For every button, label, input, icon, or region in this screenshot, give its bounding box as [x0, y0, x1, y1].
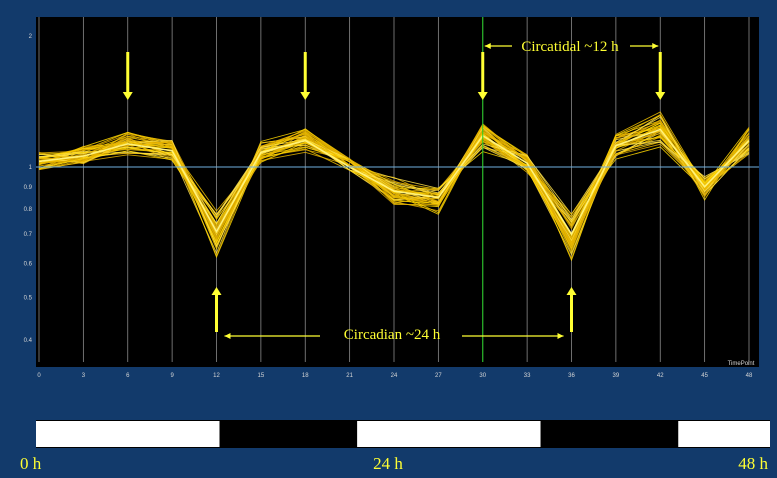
profile-line [38, 136, 750, 231]
light-dark-bar [36, 420, 770, 448]
x-tick-label: 18 [302, 373, 309, 379]
x-tick-label: 27 [435, 373, 442, 379]
y-tick-label: 0.5 [24, 296, 33, 302]
y-tick-label: 2 [29, 34, 33, 40]
x-tick-label: 33 [524, 373, 531, 379]
dark-phase-segment [540, 421, 679, 447]
y-tick-label: 0.6 [24, 261, 33, 267]
y-tick-label: 0.7 [24, 232, 33, 238]
y-tick-label: 0.8 [24, 207, 33, 213]
x-tick-label: 3 [82, 373, 86, 379]
x-tick-label: 39 [613, 373, 620, 379]
x-axis-ticks: 0 3 6 9 12 15 18 21 24 27 30 33 36 39 42 45 48 [37, 373, 753, 379]
span-arrow-head [484, 43, 491, 49]
x-tick-label: 21 [346, 373, 353, 379]
down-arrow-head [477, 92, 488, 100]
span-arrow-head [557, 333, 564, 339]
y-tick-label: 1 [29, 165, 33, 171]
mean-profile-line [38, 128, 750, 236]
span-arrow-head [224, 333, 231, 339]
profile-line [38, 124, 750, 250]
down-arrow-head [122, 92, 133, 100]
profile-line [38, 119, 750, 248]
x-tick-label: 24 [391, 373, 398, 379]
circadian-label: Circadian ~24 h [344, 327, 441, 343]
dark-phase-segment [219, 421, 358, 447]
profile-line [38, 127, 750, 244]
x-tick-label: 0 [37, 373, 41, 379]
expression-profiles [38, 111, 750, 262]
light-phase-segment [357, 421, 541, 447]
circatidal-label: Circatidal ~12 h [521, 39, 619, 55]
light-phase-segment [678, 421, 770, 447]
x-tick-label: 45 [701, 373, 708, 379]
light-phase-segment [36, 421, 220, 447]
x-tick-label: 42 [657, 373, 664, 379]
y-axis-ticks: 2 1 0.9 0.8 0.7 0.6 0.5 0.4 [24, 34, 33, 344]
up-arrow-head [211, 287, 222, 295]
hour-label-end: 48 h [738, 454, 768, 473]
x-tick-label: 15 [258, 373, 265, 379]
y-tick-label: 0.4 [24, 338, 33, 344]
x-tick-label: 12 [213, 373, 220, 379]
down-arrow-head [300, 92, 311, 100]
profile-line [38, 111, 750, 245]
x-axis-label: TimePoint [728, 361, 755, 367]
profile-line [38, 120, 750, 248]
x-tick-label: 6 [126, 373, 130, 379]
y-tick-label: 0.9 [24, 185, 33, 191]
x-tick-label: 36 [568, 373, 575, 379]
profile-line [38, 130, 750, 222]
up-arrow-head [566, 287, 577, 295]
x-tick-label: 48 [746, 373, 753, 379]
period-annotations: Circatidal ~12 h Circadian ~24 h [122, 39, 666, 343]
profile-line [38, 138, 750, 225]
down-arrow-head [655, 92, 666, 100]
hour-label-start: 0 h [20, 454, 42, 473]
profile-line [38, 130, 750, 228]
hour-label-middle: 24 h [373, 454, 403, 473]
span-arrow-head [652, 43, 659, 49]
x-tick-label: 9 [170, 373, 174, 379]
profile-line [38, 120, 750, 244]
x-tick-label: 30 [479, 373, 486, 379]
